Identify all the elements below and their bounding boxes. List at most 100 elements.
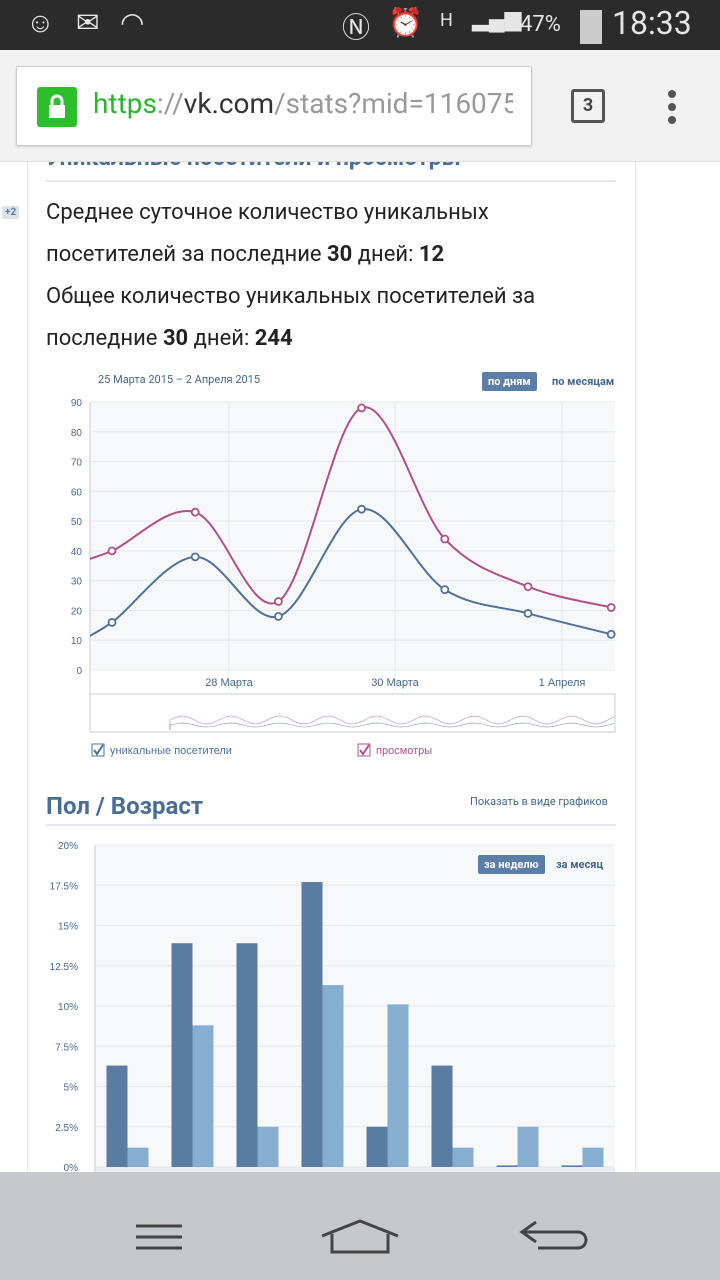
y-tick-label: 0 (76, 666, 82, 677)
page-content: +2 Уникальные посетители и просмотры Сре… (0, 162, 720, 1172)
clock: 18:33 (612, 4, 692, 42)
alarm-icon: ⏰ (388, 6, 423, 39)
data-point (107, 546, 117, 556)
y-tick-label: 30 (71, 577, 83, 588)
counter-badge[interactable]: +2 (2, 206, 20, 219)
data-point (273, 611, 283, 621)
demographics-title: Пол / Возраст (46, 792, 204, 820)
series-line-0 (90, 508, 612, 637)
data-point (357, 504, 367, 514)
visitors-title: Уникальные посетители и просмотры (46, 162, 461, 171)
x-tick-label: 28 Марта (205, 677, 253, 689)
y-tick-label: 12.5% (50, 962, 78, 973)
x-tick-label: 1 Апреля (539, 677, 586, 689)
lock-icon (37, 87, 77, 127)
y-tick-label: 17.5% (50, 881, 78, 892)
bar (301, 882, 323, 1167)
left-sidebar: +2 (0, 162, 28, 1172)
battery-icon (580, 10, 602, 44)
data-point (190, 552, 200, 562)
status-bar: ☺ ✉ ◠ Ⓝ ⏰ H ▂▄▆ 47% 18:33 (0, 0, 720, 50)
bar (561, 1165, 583, 1167)
chat-notification-icon: ☺ (26, 6, 55, 39)
data-point (357, 403, 367, 413)
data-point (440, 585, 450, 595)
stats-card: Уникальные посетители и просмотры Средне… (28, 162, 636, 1172)
url-host: vk.com (183, 87, 275, 120)
by-days-button[interactable]: по дням (482, 372, 537, 391)
data-point (606, 629, 616, 639)
y-tick-label: 60 (71, 487, 83, 498)
month-button[interactable]: за месяц (556, 858, 604, 871)
week-button[interactable]: за неделю (478, 855, 545, 874)
y-tick-label: 15% (58, 922, 78, 933)
overflow-menu-icon[interactable] (668, 90, 678, 129)
bar (496, 1165, 518, 1167)
data-point (523, 582, 533, 592)
bar (257, 1126, 279, 1167)
y-tick-label: 80 (71, 428, 83, 439)
series-line-1 (90, 406, 612, 609)
bar (431, 1065, 453, 1167)
url-path: /stats?mid=1160751 (274, 87, 513, 120)
back-icon[interactable] (518, 1218, 590, 1256)
y-tick-label: 20 (71, 606, 83, 617)
bar (452, 1147, 474, 1167)
navigation-bar (0, 1172, 720, 1280)
data-point (440, 534, 450, 544)
signal-icon: ▂▄▆ (472, 7, 522, 32)
hspa-icon: H (440, 10, 453, 31)
gmail-icon: ✉ (76, 6, 100, 39)
total-visitors-text: Общее количество уникальных посетителей … (46, 284, 536, 351)
data-point (190, 507, 200, 517)
y-tick-label: 50 (71, 517, 83, 528)
navigator-line (169, 715, 615, 730)
bar (236, 943, 258, 1167)
plot-area (90, 402, 615, 670)
y-tick-label: 90 (71, 398, 83, 409)
bar (322, 985, 344, 1167)
nfc-icon: Ⓝ (342, 11, 371, 44)
bar (106, 1065, 128, 1167)
bar (127, 1147, 149, 1167)
battery-percent: 47% (520, 12, 561, 37)
bar (517, 1126, 539, 1167)
bar (171, 943, 193, 1167)
url-scheme: https (93, 87, 157, 120)
x-tick-label: 30 Марта (371, 677, 419, 689)
check-icon (359, 744, 370, 756)
home-icon[interactable] (320, 1218, 400, 1254)
data-point (606, 603, 616, 612)
y-tick-label: 10 (71, 636, 83, 647)
url-bar[interactable]: https://vk.com/stats?mid=1160751 (16, 66, 532, 146)
navigator-line (169, 722, 615, 730)
show-as-graphs-link[interactable]: Показать в виде графиков (470, 795, 608, 808)
legend-label: уникальные посетители (110, 745, 232, 757)
bar (387, 1004, 409, 1167)
age-bar-chart: 0%2.5%5%7.5%10%12.5%15%17.5%20%до 18от 1… (50, 841, 615, 1172)
check-icon (93, 744, 104, 756)
url-separator: :// (156, 87, 184, 120)
visitors-line-chart: 0 10 20 30 40 50 60 70 80 90 28 Марта 30 Марта 1 Апр… (71, 398, 616, 757)
y-tick-label: 5% (64, 1083, 79, 1094)
y-tick-label: 10% (58, 1002, 78, 1013)
avg-visitors-text: Среднее суточное количество уникальных п… (46, 200, 489, 267)
menu-icon[interactable] (134, 1222, 184, 1252)
navigator (89, 693, 616, 733)
y-tick-label: 40 (71, 547, 83, 558)
browser-toolbar: https://vk.com/stats?mid=1160751 3 (0, 50, 720, 162)
x-axis-band (95, 1167, 615, 1172)
date-range[interactable]: 25 Марта 2015 – 2 Апреля 2015 (98, 373, 261, 386)
data-point (273, 597, 283, 606)
y-tick-label: 7.5% (55, 1042, 78, 1053)
data-point (523, 609, 533, 618)
by-months-button[interactable]: по месяцам (552, 375, 615, 388)
bar (192, 1025, 214, 1167)
y-tick-label: 2.5% (55, 1123, 78, 1134)
y-tick-label: 0% (64, 1163, 79, 1172)
y-tick-label: 20% (58, 841, 78, 852)
legend-label: просмотры (376, 745, 432, 757)
wifi-icon: ◠ (120, 6, 145, 39)
bar (582, 1147, 604, 1167)
tabs-button[interactable]: 3 (571, 89, 605, 123)
